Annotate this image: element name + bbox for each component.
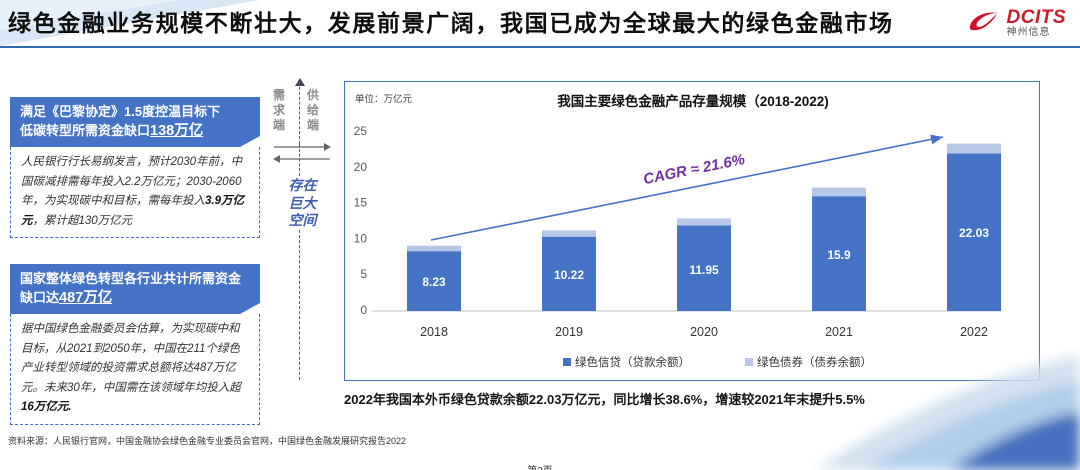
svg-text:2018: 2018 [420, 325, 448, 339]
svg-text:20: 20 [354, 160, 368, 174]
svg-text:5: 5 [360, 267, 367, 281]
svg-text:10: 10 [354, 231, 368, 245]
svg-text:绿色信贷（贷款余额）: 绿色信贷（贷款余额） [575, 355, 690, 369]
svg-text:22.03: 22.03 [959, 226, 989, 240]
svg-text:10.22: 10.22 [554, 268, 584, 282]
svg-text:绿色债券（债券余额）: 绿色债券（债券余额） [757, 355, 872, 369]
svg-text:0: 0 [360, 303, 367, 317]
svg-text:11.95: 11.95 [689, 263, 719, 277]
svg-text:2019: 2019 [555, 325, 583, 339]
svg-text:2021: 2021 [825, 325, 853, 339]
svg-text:15.9: 15.9 [827, 248, 851, 262]
svg-text:25: 25 [354, 124, 368, 138]
svg-text:2020: 2020 [690, 325, 718, 339]
svg-text:CAGR ≈ 21.6%: CAGR ≈ 21.6% [642, 151, 747, 188]
svg-text:8.23: 8.23 [422, 275, 446, 289]
svg-text:15: 15 [354, 196, 368, 210]
svg-text:2022: 2022 [960, 325, 988, 339]
